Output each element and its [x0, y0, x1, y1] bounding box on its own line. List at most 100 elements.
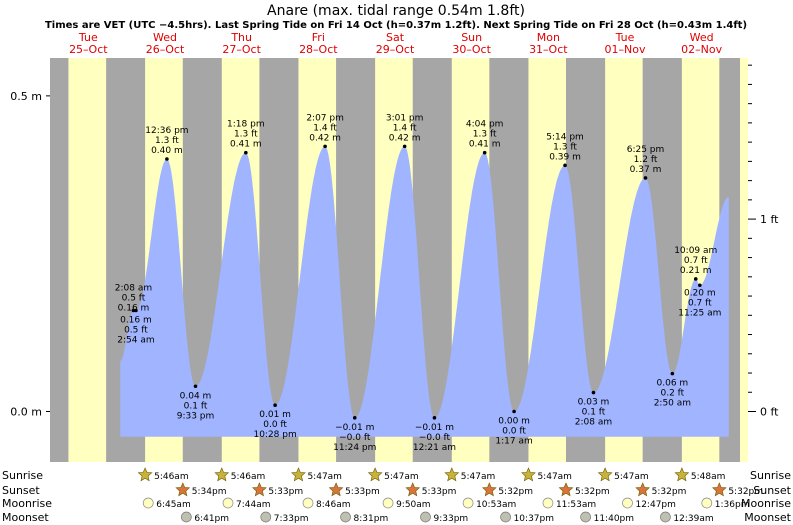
sunset-icon — [635, 482, 651, 497]
star-shape — [558, 482, 574, 497]
tide-label: 0.04 m — [180, 391, 212, 401]
tide-marker — [193, 384, 198, 389]
sunrise-icon — [521, 467, 536, 482]
daylight-band — [68, 58, 107, 462]
moonset-row-label-left: Moonset — [2, 511, 49, 524]
tide-marker — [134, 308, 138, 313]
moonrise-icon — [462, 497, 474, 509]
y-tick-label-ft: 1 ft — [760, 213, 779, 226]
tide-label: 1.4 ft — [313, 123, 337, 133]
tide-label: 2:08 am — [575, 418, 612, 428]
moonset-icon — [260, 511, 272, 523]
tide-marker — [131, 308, 136, 313]
moonset-icon — [500, 511, 511, 523]
tide-marker — [670, 371, 675, 376]
tide-marker — [693, 277, 698, 281]
tide-label: 2:54 am — [117, 336, 154, 346]
sunset-time: 5:33pm — [422, 487, 457, 497]
tide-label: 0.1 ft — [184, 401, 208, 411]
star-shape — [137, 467, 153, 482]
moonset-time: 6:41pm — [194, 514, 229, 524]
tide-marker — [402, 144, 407, 149]
tide-label: 2:50 am — [654, 399, 691, 409]
star-shape — [405, 482, 421, 497]
tide-label: 2:07 pm — [306, 113, 344, 123]
star-shape — [251, 482, 267, 497]
tide-marker — [273, 403, 277, 407]
day-label-dow: Mon — [537, 31, 560, 44]
y-tick-label-m: 0.5 m — [10, 90, 42, 103]
star-shape — [674, 467, 690, 482]
sunset-row-label-right: Sunset — [753, 484, 791, 497]
tide-point-14: 6:25 pm1.2 ft0.37 m — [627, 145, 664, 180]
tide-label: 0.37 m — [630, 165, 662, 175]
tide-marker — [352, 416, 357, 420]
tide-label: −0.0 ft — [339, 433, 371, 443]
tide-label: 0.1 ft — [582, 408, 606, 418]
day-label-date: 25–Oct — [69, 43, 108, 56]
tide-label: 1.3 ft — [234, 130, 258, 140]
sunset-icon — [711, 482, 727, 497]
tide-marker — [643, 176, 648, 180]
sunset-icon — [481, 482, 497, 497]
star-shape — [481, 482, 497, 497]
tide-label: 1.2 ft — [634, 155, 658, 165]
chart-subtitle: Times are VET (UTC −4.5hrs). Last Spring… — [45, 20, 747, 31]
moonrise-row-label-left: Moonrise — [2, 497, 52, 510]
tide-label: 11:25 am — [678, 308, 721, 318]
sunset-icon — [328, 482, 344, 497]
tide-point-4: 1:18 pm1.3 ft0.41 m — [227, 120, 265, 155]
sunrise-time: 5:47am — [461, 472, 496, 482]
tide-marker — [482, 150, 487, 155]
tide-label: 10:28 pm — [253, 430, 296, 440]
sunrise-icon — [444, 467, 460, 482]
star-shape — [367, 467, 383, 482]
sunrise-icon — [367, 467, 383, 482]
tide-marker — [698, 283, 702, 288]
moonrise-time: 1:36pm — [715, 500, 750, 510]
day-label-dow: Fri — [312, 31, 325, 44]
sunrise-time: 5:47am — [614, 472, 649, 482]
moonset-row-label-right: Moonset — [744, 511, 791, 524]
tide-label: −0.0 ft — [419, 433, 451, 443]
tide-label: 0.0 ft — [263, 420, 287, 430]
day-label-dow: Sun — [461, 31, 482, 44]
tide-label: 0.7 ft — [684, 256, 708, 266]
tide-label: 12:36 pm — [145, 126, 188, 136]
tide-height-area — [120, 146, 729, 437]
day-label-date: 26–Oct — [146, 43, 185, 56]
day-label-dow: Tue — [78, 31, 98, 44]
tide-marker — [432, 416, 437, 420]
tide-extremes: 2:08 am0.5 ft0.16 m0.16 m0.5 ft2:54 am12… — [115, 113, 722, 452]
tide-label: 2:08 am — [115, 284, 152, 294]
day-label-dow: Wed — [690, 31, 714, 44]
sunrise-row-label-right: Sunrise — [750, 469, 791, 482]
day-label-dow: Thu — [230, 31, 252, 44]
tide-label: 0.39 m — [549, 152, 581, 162]
tide-label: 0.7 ft — [688, 298, 712, 308]
sunset-time: 5:32pm — [728, 487, 763, 497]
tide-point-11: 0.00 m0.0 ft1:17 am — [495, 409, 533, 447]
tide-label: 9:33 pm — [177, 411, 215, 421]
star-shape — [444, 467, 460, 482]
tide-label: 0.20 m — [684, 288, 716, 298]
sunrise-icon — [291, 467, 306, 482]
sunset-time: 5:33pm — [268, 487, 303, 497]
moonrise-time: 10:53am — [476, 500, 516, 510]
y-axis-feet: 0 ft 1 ft — [748, 64, 779, 419]
tide-label: 11:24 pm — [333, 443, 376, 453]
star-shape — [175, 482, 191, 497]
sunset-icon — [405, 482, 421, 497]
tide-label: 1.3 ft — [473, 130, 497, 140]
astro-rows: Sunrise Sunset Moonrise Moonset Sunrise … — [2, 467, 792, 524]
moonrise-time: 9:50am — [396, 500, 431, 510]
moonset-time: 10:37pm — [514, 514, 554, 524]
tide-point-0: 2:08 am0.5 ft0.16 m — [115, 284, 152, 314]
star-shape — [711, 482, 727, 497]
sunset-icon — [175, 482, 191, 497]
day-label-date: 30–Oct — [452, 43, 491, 56]
moonrise-icon — [302, 497, 314, 509]
